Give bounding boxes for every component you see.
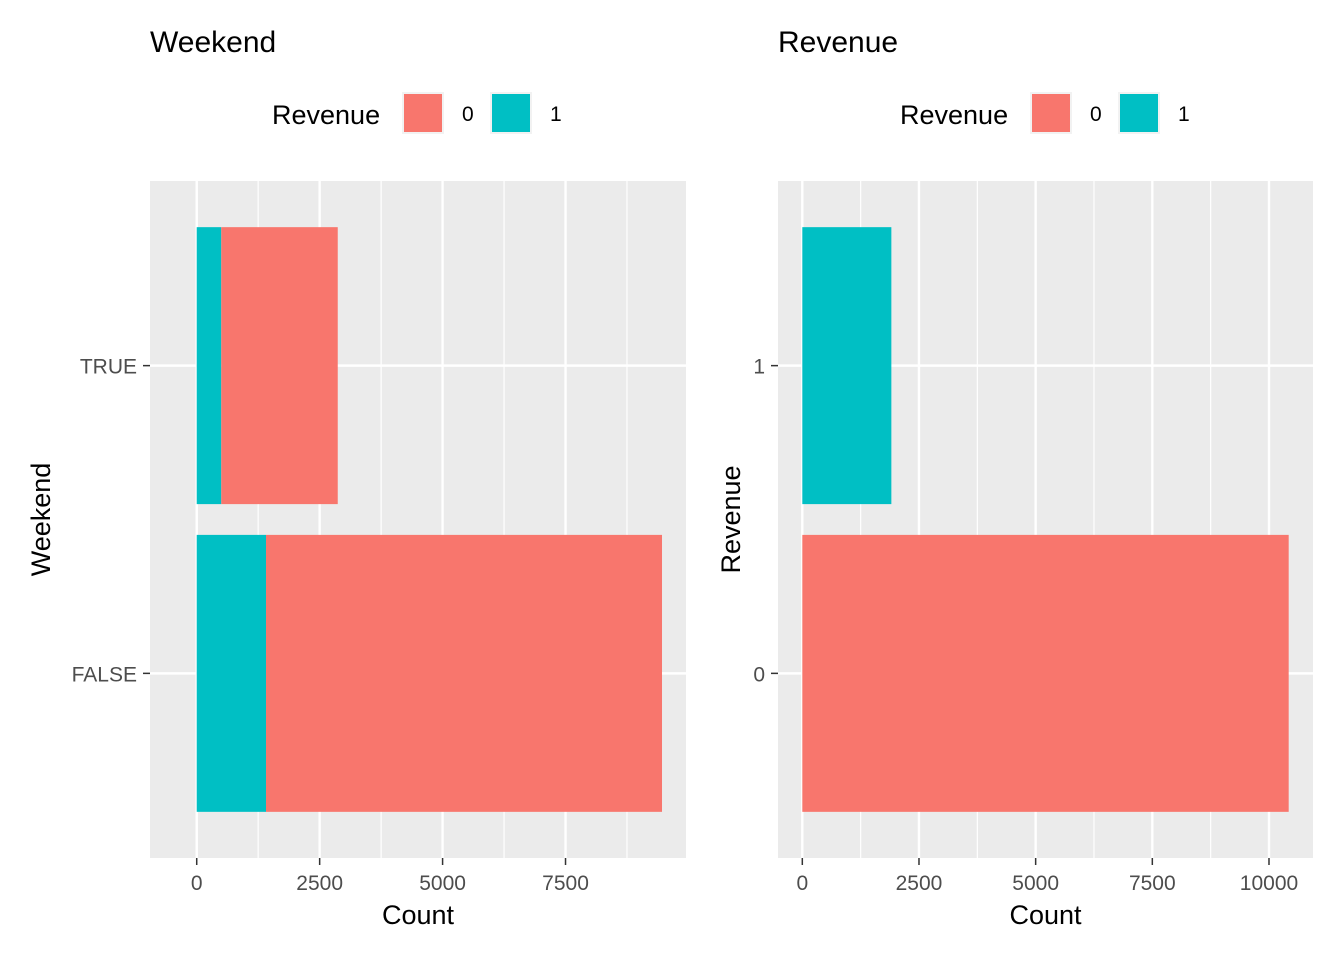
x-axis-title: Count (1009, 900, 1082, 930)
legend-label-1: 1 (1178, 103, 1190, 126)
legend-key-1 (490, 92, 532, 134)
legend-label-0: 0 (1090, 103, 1102, 126)
weekend-chart-panel: Weekend Revenue 0 1 0 2500 5000 7500 FALSE TR… (26, 26, 686, 930)
bar-FALSE-revenue-0 (266, 534, 663, 812)
legend-key-0 (1030, 92, 1072, 134)
legend-label-0: 0 (462, 103, 474, 126)
x-tick-label: 0 (796, 872, 808, 895)
x-axis-title: Count (382, 900, 455, 930)
legend-label-1: 1 (550, 103, 562, 126)
bar-TRUE-revenue-1 (196, 227, 222, 505)
legend-title: Revenue (272, 100, 381, 130)
y-tick-label: TRUE (80, 356, 137, 379)
revenue-plot: 0 2500 5000 7500 10000 0 1 Count Revenue (716, 181, 1313, 930)
x-tick-label: 5000 (1012, 872, 1059, 895)
legend-title: Revenue (900, 100, 1009, 130)
x-tick-label: 7500 (1129, 872, 1176, 895)
x-tick-label: 5000 (419, 872, 466, 895)
x-tick-label: 2500 (896, 872, 943, 895)
y-axis-title: Weekend (26, 463, 56, 577)
legend-key-1 (1118, 92, 1160, 134)
x-tick-label: 0 (191, 872, 203, 895)
chart-title: Revenue (778, 26, 899, 59)
bar-0-revenue-0 (802, 534, 1289, 812)
bar-1-revenue-1 (802, 227, 892, 505)
x-tick-label: 7500 (542, 872, 589, 895)
weekend-plot: 0 2500 5000 7500 FALSE TRUE Count Weekend (26, 181, 686, 930)
legend: Revenue 0 1 (900, 92, 1200, 136)
x-tick-label: 2500 (296, 872, 343, 895)
bar-FALSE-revenue-1 (196, 534, 267, 812)
chart-title: Weekend (150, 26, 277, 59)
y-tick-label: 1 (753, 356, 765, 379)
legend: Revenue 0 1 (272, 92, 572, 136)
y-tick-label: FALSE (72, 663, 137, 686)
legend-key-0 (402, 92, 444, 134)
y-tick-label: 0 (753, 663, 765, 686)
y-axis-title: Revenue (716, 465, 746, 573)
x-tick-label: 10000 (1240, 872, 1298, 895)
bar-TRUE-revenue-0 (221, 227, 338, 505)
revenue-chart-panel: Revenue Revenue 0 1 0 2500 5000 7500 10000 0 1… (672, 0, 1344, 960)
